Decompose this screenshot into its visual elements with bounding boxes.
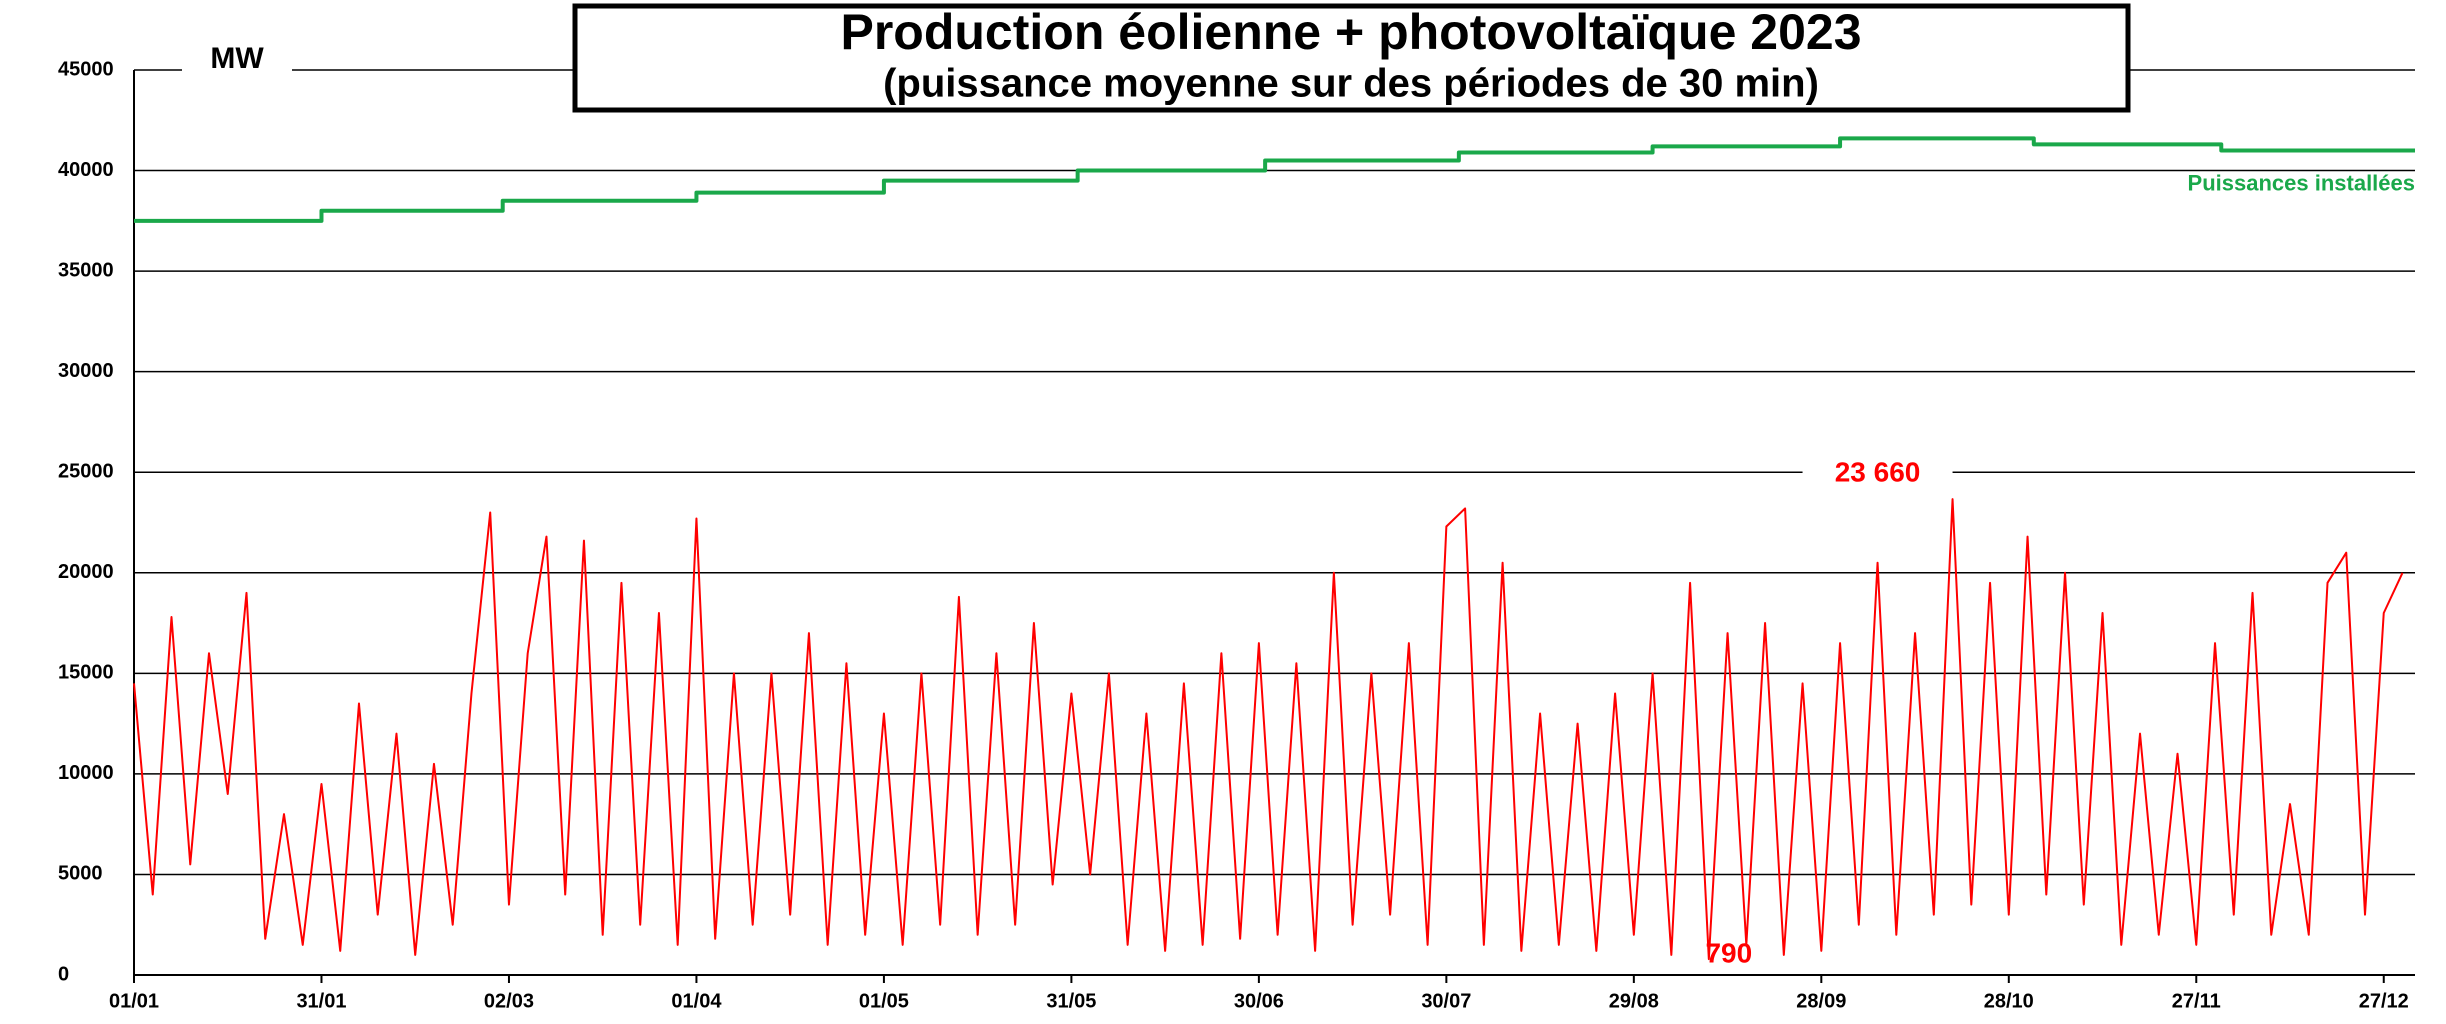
x-tick-label: 27/12 bbox=[2359, 990, 2409, 1012]
y-unit: MW bbox=[210, 42, 264, 75]
y-tick-label: 10000 bbox=[58, 762, 114, 784]
y-tick-label: 0 bbox=[58, 963, 69, 985]
x-tick-label: 01/01 bbox=[109, 990, 159, 1012]
title-box bbox=[572, 3, 2131, 113]
x-tick-label: 31/05 bbox=[1046, 990, 1096, 1012]
y-tick-label: 20000 bbox=[58, 561, 114, 583]
y-tick-label: 30000 bbox=[58, 360, 114, 382]
annotation-bg bbox=[1802, 456, 1953, 489]
x-tick-label: 02/03 bbox=[484, 990, 534, 1012]
step-line bbox=[134, 136, 2415, 223]
x-tick-label: 30/06 bbox=[1234, 990, 1284, 1012]
y-tick-label: 45000 bbox=[58, 58, 114, 80]
x-tick-label: 01/04 bbox=[671, 990, 722, 1012]
chart-subtitle: (puissance moyenne sur des périodes de 3… bbox=[883, 62, 1819, 106]
y-tick-label: 40000 bbox=[58, 159, 114, 181]
x-tick-label: 30/07 bbox=[1421, 990, 1471, 1012]
legend-label: Puissances installées bbox=[2188, 170, 2415, 195]
x-tick-label: 28/09 bbox=[1796, 990, 1846, 1012]
y-tick-label: 35000 bbox=[58, 259, 114, 281]
y-tick-label: 5000 bbox=[58, 863, 103, 885]
x-tick-label: 01/05 bbox=[859, 990, 909, 1012]
annotation-max: 23 660 bbox=[1835, 457, 1921, 488]
x-tick-label: 31/01 bbox=[296, 990, 346, 1012]
x-tick-label: 29/08 bbox=[1609, 990, 1659, 1012]
y-tick-label: 15000 bbox=[58, 662, 114, 684]
x-tick-label: 28/10 bbox=[1984, 990, 2034, 1012]
unit-bg bbox=[182, 52, 292, 88]
y-tick-label: 25000 bbox=[58, 461, 114, 483]
chart-title: Production éolienne + photovoltaïque 202… bbox=[841, 4, 1862, 60]
x-tick-label: 27/11 bbox=[2172, 990, 2221, 1012]
data-line bbox=[133, 498, 2404, 961]
annotation-min: 790 bbox=[1705, 938, 1752, 969]
